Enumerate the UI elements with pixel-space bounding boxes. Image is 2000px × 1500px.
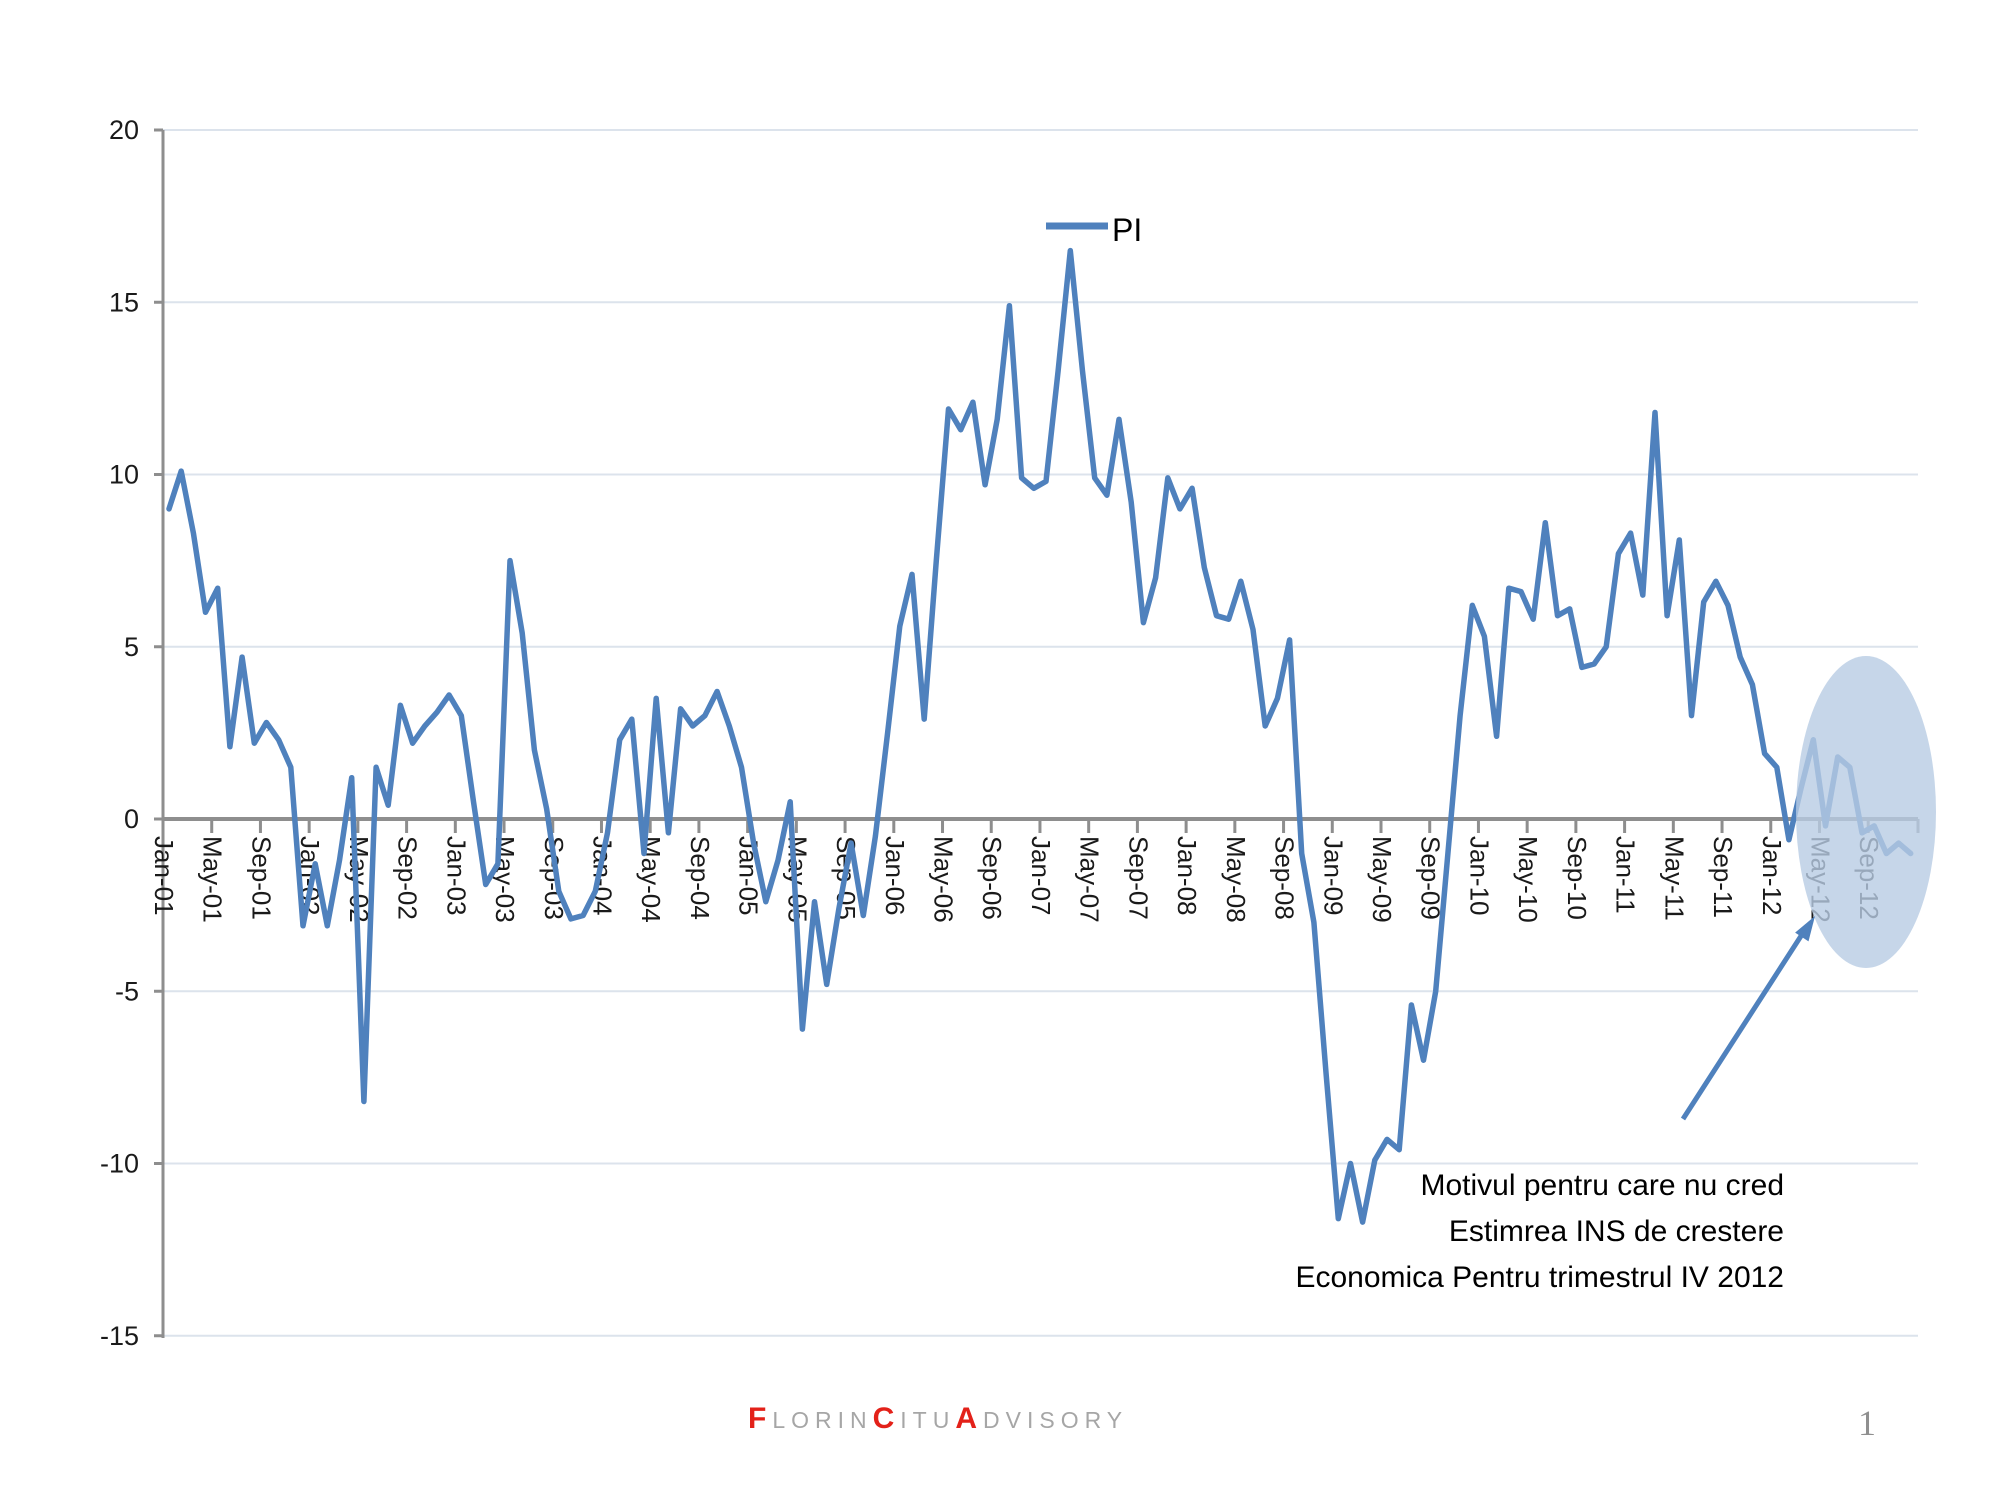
x-tick-label: Jan-10 <box>1464 836 1494 916</box>
x-tick-label: Sep-02 <box>393 836 423 920</box>
brand-segment-lorin: LORIN <box>772 1407 873 1433</box>
x-tick-label: Sep-08 <box>1270 836 1300 920</box>
brand-segment-dvisory: DVISORY <box>983 1407 1129 1433</box>
x-tick-label: Sep-06 <box>977 836 1007 920</box>
gridlines <box>163 129 1918 1337</box>
x-tick-label: May-07 <box>1075 836 1105 923</box>
highlight-ellipse <box>1796 656 1936 968</box>
x-tick-label: Jan-06 <box>880 836 910 916</box>
x-tick-label: May-01 <box>198 836 228 923</box>
y-tick-label: 20 <box>109 115 139 145</box>
y-tick-label: 5 <box>124 632 139 662</box>
legend-label: PI <box>1112 212 1142 248</box>
brand-segment-itu: ITU <box>900 1407 956 1433</box>
pi-series-line <box>166 247 1914 1225</box>
page-number: 1 <box>1858 1403 1876 1443</box>
x-tick-label: May-06 <box>929 836 959 923</box>
x-tick-label: May-03 <box>490 836 520 923</box>
y-tick-label: -10 <box>100 1149 139 1179</box>
y-tick-label: 10 <box>109 460 139 490</box>
brand-letter-a: A <box>955 1402 984 1435</box>
arrow-shaft <box>1680 934 1804 1121</box>
y-tick-label: -15 <box>100 1321 139 1351</box>
legend: PI <box>1046 212 1142 248</box>
x-tick-label: Jan-11 <box>1611 836 1641 914</box>
x-tick-label: Sep-01 <box>246 836 276 920</box>
brand-letter-f: F <box>748 1402 773 1435</box>
x-tick-label: May-04 <box>636 836 666 923</box>
x-tick-label: Jan-03 <box>441 836 471 916</box>
x-tick-label: May-10 <box>1513 836 1543 923</box>
annotation-arrow <box>1680 916 1815 1121</box>
x-tick-label: Jan-07 <box>1026 836 1056 916</box>
arrow-head <box>1795 916 1815 942</box>
y-tick-label: -5 <box>115 976 139 1006</box>
x-tick-label: Sep-11 <box>1708 836 1738 918</box>
brand-letter-c: C <box>872 1402 901 1435</box>
footer-brand: FLORINCITUADVISORY <box>748 1402 1128 1436</box>
annotation-line-3: Economica Pentru trimestrul IV 2012 <box>1295 1261 1784 1294</box>
x-tick-label: May-08 <box>1221 836 1251 923</box>
x-tick-label: Jan-08 <box>1172 836 1202 916</box>
x-tick-label: Sep-04 <box>685 836 715 920</box>
x-tick-label: Jan-01 <box>149 836 179 916</box>
x-tick-label: May-09 <box>1367 836 1397 923</box>
y-tick-label: 0 <box>124 804 139 834</box>
annotation-line-1: Motivul pentru care nu cred <box>1420 1169 1784 1202</box>
x-tick-label: Jan-09 <box>1318 836 1348 916</box>
x-tick-label: May-11 <box>1659 836 1689 921</box>
x-tick-label: Sep-07 <box>1123 836 1153 920</box>
y-tick-label: 15 <box>109 287 139 317</box>
annotation-text: Motivul pentru care nu cred Estimrea INS… <box>1295 1163 1784 1301</box>
x-tick-label: Sep-10 <box>1562 836 1592 920</box>
annotation-line-2: Estimrea INS de crestere <box>1448 1215 1784 1248</box>
x-tick-label: Jan-12 <box>1757 836 1787 916</box>
